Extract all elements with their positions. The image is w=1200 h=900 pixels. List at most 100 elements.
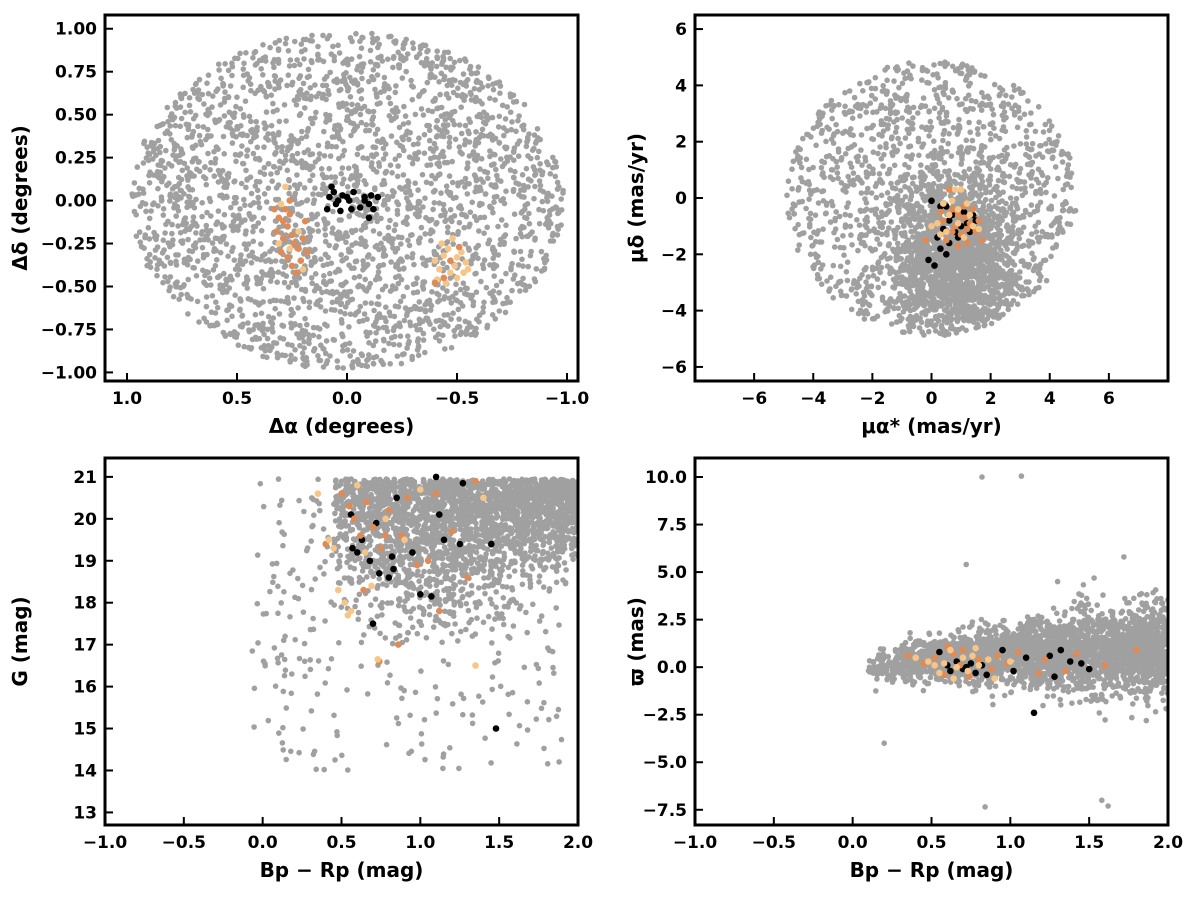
sky-position-field-point [275,196,282,203]
sky-position-field-point [162,230,168,236]
sky-position-field-point [294,331,300,337]
sky-position-field-point [304,321,310,328]
sky-position-field-point [302,105,308,111]
sky-position-field-point [420,337,427,343]
proper-motion-field-point [1034,203,1041,210]
proper-motion-field-point [978,107,985,113]
sky-position-field-point [303,133,310,140]
sky-position-field-point [268,258,274,265]
proper-motion-field-point [830,262,837,269]
sky-position-field-point [315,51,321,58]
sky-position-field-point [324,358,331,364]
sky-position-field-point [451,121,458,128]
sky-position-field-point [247,174,254,180]
proper-motion-field-point [786,214,793,221]
proper-motion-field-point [890,143,897,150]
sky-position-field-point [208,322,215,329]
proper-motion-field-point [986,182,993,188]
proper-motion-field-point [1065,151,1071,157]
proper-motion-field-point [915,231,922,237]
sky-position-field-point [509,260,515,267]
proper-motion-field-point [806,196,812,202]
sky-position-field-point [387,217,393,224]
sky-position-field-point [386,237,392,244]
proper-motion-field-point [1067,221,1074,228]
proper-motion-field-point [1055,226,1062,232]
proper-motion-field-point [882,105,889,112]
sky-position-field-point [281,264,288,271]
sky-position-field-point [396,152,403,159]
sky-position-field-point [326,165,333,172]
sky-position-field-point [170,237,176,243]
sky-position-field-point [426,137,433,144]
proper-motion-field-point [916,325,923,331]
proper-motion-field-point [835,175,841,182]
proper-motion-field-point [1014,205,1021,212]
sky-position-field-point [387,100,394,107]
sky-position-field-point [444,264,450,271]
sky-position-field-point [430,98,437,104]
sky-position-field-point [275,47,282,54]
sky-position-field-point [379,286,386,293]
sky-position-field-point [436,292,442,298]
sky-position-field-point [330,43,336,50]
proper-motion-field-point [989,106,995,112]
sky-position-field-point [187,109,194,115]
proper-motion-field-point [857,113,863,119]
sky-position-field-point [509,119,515,125]
sky-position-field-point [450,241,457,247]
sky-position-field-point [260,72,266,78]
sky-position-field-point [224,317,230,324]
sky-position-field-point [305,147,311,153]
proper-motion-field-point [1004,144,1010,151]
proper-motion-field-point [881,280,887,287]
sky-position-field-point [144,262,150,269]
proper-motion-field-point [863,169,870,175]
sky-position-field-point [223,184,230,191]
sky-position-field-point [441,312,448,318]
proper-motion-field-point [935,187,942,194]
sky-position-field-point [490,255,497,262]
proper-motion-field-point [849,242,855,248]
proper-motion-field-point [1048,222,1055,229]
sky-position-field-point [539,198,546,205]
sky-position-field-point [376,231,383,237]
proper-motion-field-point [910,115,916,121]
sky-position-field-point [552,204,559,210]
sky-position-field-point [408,192,414,198]
proper-motion-field-point [918,319,925,326]
sky-position-field-point [239,324,245,330]
sky-position-field-point [507,154,513,160]
sky-position-field-point [137,239,144,245]
sky-position-field-point [246,113,253,120]
proper-motion-field-point [795,247,801,253]
sky-position-field-point [366,78,372,85]
sky-position-field-point [213,299,219,306]
sky-position-field-point [294,201,300,207]
sky-position-field-point [415,141,421,147]
sky-position-field-point [133,192,139,198]
sky-position-field-point [182,215,189,221]
sky-position-field-point [148,208,154,214]
sky-position-field-point [295,96,302,102]
sky-position-field-point [146,151,153,158]
proper-motion-field-point [1005,101,1012,107]
sky-position-field-point [174,196,181,203]
sky-position-field-point [473,156,480,163]
proper-motion-field-point [919,124,925,130]
sky-position-field-point [261,144,267,150]
sky-position-field-point [231,179,237,185]
sky-position-field-point [339,180,346,187]
sky-position-field-point [353,169,360,176]
sky-position-field-point [479,84,486,90]
sky-position-field-point [289,205,296,212]
proper-motion-field-point [1033,263,1039,269]
sky-position-core-point [350,188,357,196]
sky-position-field-point [194,223,200,229]
proper-motion-field-point [943,110,950,116]
sky-position-field-point [427,145,434,152]
proper-motion-field-point [949,63,956,70]
sky-position-field-point [196,319,202,325]
proper-motion-field-point [884,190,891,196]
proper-motion-field-point [876,219,882,226]
